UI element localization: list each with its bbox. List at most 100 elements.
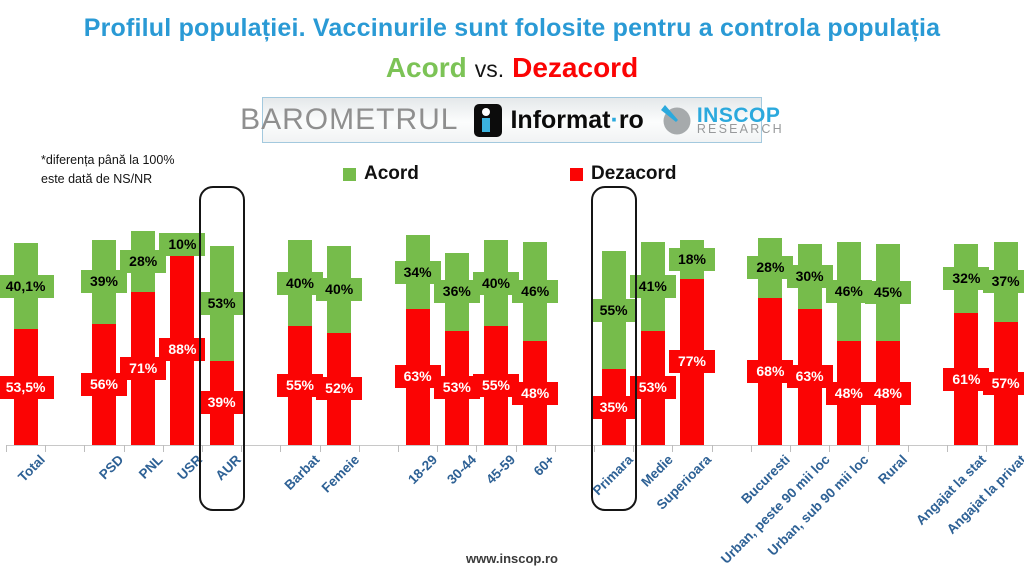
page-title: Profilul populației. Vaccinurile sunt fo… [83,14,941,42]
inscop-clock-icon [660,105,691,135]
bar-label-dezacord: 88% [159,338,206,362]
bar-label-dezacord: 55% [473,374,519,398]
bar-label-dezacord: 77% [669,350,715,374]
bar-label-acord: 30% [786,265,833,289]
informat-logo: Informat·ro [474,103,644,137]
bar-label-acord: 55% [590,298,637,322]
axis-tick [907,445,909,452]
x-axis-line [6,445,1018,446]
bar-label-dezacord: 68% [747,360,794,384]
axis-tick [398,445,399,452]
bar-label-acord: 40% [316,277,363,301]
axis-tick [123,445,125,452]
bar-label-acord: 34% [394,260,441,284]
bar-label-dezacord: 35% [590,395,637,419]
category-label: Angajat la stat [913,452,990,528]
dezacord-swatch-icon [570,167,583,181]
subtitle: Acord vs. Dezacord [0,52,1024,84]
informat-logo-text: Informat·ro [510,105,644,134]
bar-label-dezacord: 71% [120,356,167,380]
axis-tick [711,445,713,452]
bar-label-dezacord: 39% [198,391,245,415]
axis-tick [672,445,674,452]
axis-tick [868,445,870,452]
legend-label-acord: Acord [364,163,419,184]
bar-label-acord: 46% [825,280,872,304]
bar-label-dezacord: 55% [277,374,323,398]
axis-tick [750,445,752,452]
bar-label-dezacord: 63% [786,365,833,389]
axis-tick [358,445,360,452]
bar-label-acord: 32% [943,267,990,291]
bar-label-dezacord: 61% [943,367,990,391]
axis-tick [280,445,282,452]
axis-tick [986,445,987,452]
category-label: Femeie [318,452,362,496]
footnote-line1: *diferența până la 100% [41,153,175,167]
bar-label-acord: 10% [159,232,206,256]
acord-swatch-icon [343,167,356,181]
category-label: Rural [875,452,911,488]
barometrul-logo: BAROMETRUL [240,103,459,136]
axis-tick [790,445,791,452]
axis-tick [515,445,517,452]
legend-item-dezacord: Dezacord [570,161,677,187]
footnote-line2: este dată de NS/NR [41,172,153,187]
bar-label-acord: 40% [473,271,519,295]
bar-label-acord: 36% [433,280,480,304]
category-label: 45-59 [483,452,519,488]
category-label: 60+ [531,452,558,479]
informat-i-icon [474,103,503,137]
bar-label-acord: 39% [81,270,127,294]
bar-label-dezacord: 48% [512,381,559,405]
axis-tick [946,445,948,452]
axis-tick [633,445,635,452]
inscop-logo-text: INSCOP RESEARCH [696,103,784,136]
legend-item-acord: Acord [343,161,419,187]
bar-label-acord: 41% [629,274,676,298]
category-label: 18-29 [405,452,441,488]
logo-banner: BAROMETRUL Informat·ro INSCOP RESEARCH [240,97,782,143]
subtitle-dezacord: Dezacord [512,52,639,83]
axis-tick [594,445,595,452]
bar-label-dezacord: 53% [629,376,676,400]
bar-label-acord: 40% [277,271,323,295]
bar-label-dezacord: 63% [394,365,441,389]
inscop-logo: INSCOP RESEARCH [660,104,784,136]
category-label: 30-44 [444,452,480,488]
highlight-box-primara [590,186,637,511]
legend-label-dezacord: Dezacord [591,163,677,184]
highlight-box-aur [198,186,245,511]
category-label: PSD [96,452,127,483]
axis-tick [6,445,7,452]
axis-tick [319,445,321,452]
category-label: Barbat [281,452,323,493]
bar-label-dezacord: 57% [982,371,1024,395]
subtitle-acord: Acord [385,52,467,83]
axis-tick [829,445,831,452]
category-label: Total [15,452,49,485]
bar-label-dezacord: 53,5% [0,375,55,399]
footnote: *diferența până la 100% este dată de NS/… [41,151,174,190]
subtitle-vs: vs. [474,56,505,82]
bar-label-dezacord: 56% [81,373,127,397]
bar-label-acord: 53% [198,292,245,316]
bar-label-acord: 45% [865,281,911,305]
axis-tick [437,445,439,452]
axis-tick [554,445,556,452]
category-label: PNL [136,452,166,482]
bar-label-dezacord: 48% [825,381,872,405]
bar-label-dezacord: 52% [316,377,363,401]
bar-label-acord: 28% [120,249,167,273]
bar-label-acord: 18% [669,247,715,271]
footer-url: www.inscop.ro [466,551,558,566]
bar-label-dezacord: 53% [433,376,480,400]
axis-tick [202,445,203,452]
axis-tick [476,445,478,452]
bar-label-acord: 46% [512,280,559,304]
bar-label-dezacord: 48% [865,381,911,405]
axis-tick [45,445,47,452]
bar-label-acord: 28% [747,256,794,280]
